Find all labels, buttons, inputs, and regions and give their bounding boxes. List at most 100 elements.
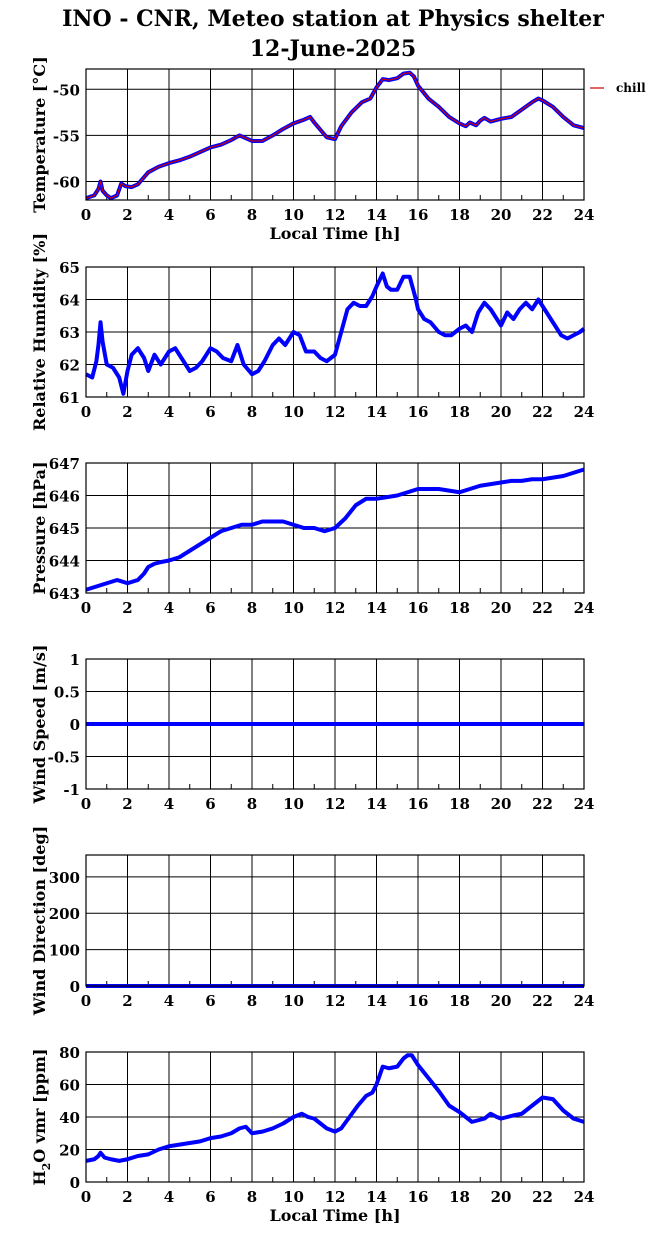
x-tick-label: 22 bbox=[532, 403, 553, 421]
x-tick-label: 10 bbox=[283, 795, 304, 813]
y-tick-label: 64 bbox=[59, 292, 80, 310]
x-tick-label: 4 bbox=[164, 1188, 174, 1206]
y-tick-label: 200 bbox=[49, 905, 80, 923]
x-tick-label: 8 bbox=[247, 795, 257, 813]
x-tick-label: 24 bbox=[574, 403, 595, 421]
y-axis-label: Wind Direction [deg] bbox=[30, 826, 49, 1017]
figure-title: INO - CNR, Meteo station at Physics shel… bbox=[62, 6, 604, 32]
x-tick-label: 0 bbox=[81, 1188, 91, 1206]
x-tick-label: 0 bbox=[81, 795, 91, 813]
x-tick-label: 6 bbox=[205, 1188, 215, 1206]
panel-1: 0 2 4 6 8 10 12 14 16 18 20 22 24-50-55-60Temperatur… bbox=[30, 56, 646, 243]
x-tick-label: 0 bbox=[81, 599, 91, 617]
x-tick-label: 10 bbox=[283, 403, 304, 421]
x-tick-label: 10 bbox=[283, 992, 304, 1010]
x-tick-label: 18 bbox=[449, 206, 470, 224]
panel-3: 0 2 4 6 8 10 12 14 16 18 20 22 24643644645646647Pres… bbox=[30, 455, 594, 617]
x-tick-label: 2 bbox=[122, 403, 132, 421]
y-axis-label: Wind Speed [m/s] bbox=[30, 645, 49, 805]
x-tick-label: 12 bbox=[325, 1188, 346, 1206]
x-tick-label: 14 bbox=[366, 1188, 387, 1206]
figure-date: 12-June-2025 bbox=[250, 36, 417, 62]
y-tick-label: 644 bbox=[49, 553, 80, 571]
series-line-chill bbox=[85, 72, 585, 199]
y-tick-label: 80 bbox=[59, 1044, 80, 1062]
x-tick-label: 8 bbox=[247, 206, 257, 224]
y-tick-label: 0 bbox=[70, 978, 80, 996]
series-line bbox=[85, 467, 585, 592]
x-tick-label: 24 bbox=[574, 599, 595, 617]
y-tick-label: 20 bbox=[59, 1142, 80, 1160]
plot-frame bbox=[85, 68, 585, 201]
x-tick-label: 18 bbox=[449, 1188, 470, 1206]
x-tick-label: 22 bbox=[532, 795, 553, 813]
x-tick-label: 12 bbox=[325, 599, 346, 617]
y-tick-label: 0.5 bbox=[54, 684, 80, 702]
x-tick-label: 4 bbox=[164, 206, 174, 224]
x-tick-label: 0 bbox=[81, 403, 91, 421]
series-line bbox=[85, 1053, 585, 1163]
x-tick-label: 0 bbox=[81, 206, 91, 224]
x-tick-label: 12 bbox=[325, 795, 346, 813]
x-tick-label: 16 bbox=[408, 206, 429, 224]
x-tick-label: 18 bbox=[449, 992, 470, 1010]
y-tick-label: 40 bbox=[59, 1109, 80, 1127]
x-tick-label: 2 bbox=[122, 795, 132, 813]
x-tick-label: 2 bbox=[122, 206, 132, 224]
x-tick-label: 8 bbox=[247, 599, 257, 617]
plot-frame bbox=[85, 462, 585, 594]
x-tick-label: 16 bbox=[408, 403, 429, 421]
y-tick-label: 62 bbox=[59, 357, 80, 375]
x-tick-label: 12 bbox=[325, 403, 346, 421]
y-tick-label: 61 bbox=[59, 389, 80, 407]
y-tick-label: -55 bbox=[53, 127, 80, 145]
x-tick-label: 6 bbox=[205, 992, 215, 1010]
x-tick-label: 18 bbox=[449, 403, 470, 421]
plot-frame bbox=[85, 658, 585, 790]
plot-frame bbox=[85, 854, 585, 987]
y-tick-label: -0.5 bbox=[48, 749, 80, 767]
y-axis-label: Temperature [°C] bbox=[30, 56, 49, 212]
x-tick-label: 4 bbox=[164, 795, 174, 813]
x-tick-label: 20 bbox=[491, 403, 512, 421]
x-tick-label: 20 bbox=[491, 206, 512, 224]
x-tick-label: 4 bbox=[164, 992, 174, 1010]
x-tick-label: 24 bbox=[574, 1188, 595, 1206]
y-axis-label: Relative Humidity [%] bbox=[30, 233, 49, 431]
x-tick-label: 6 bbox=[205, 795, 215, 813]
x-tick-label: 10 bbox=[283, 1188, 304, 1206]
x-tick-label: 6 bbox=[205, 206, 215, 224]
x-tick-label: 14 bbox=[366, 206, 387, 224]
y-tick-label: -1 bbox=[63, 781, 80, 799]
x-tick-label: 16 bbox=[408, 1188, 429, 1206]
x-tick-label: 10 bbox=[283, 599, 304, 617]
y-tick-label: -50 bbox=[53, 81, 80, 99]
x-tick-label: 12 bbox=[325, 206, 346, 224]
y-tick-label: -60 bbox=[53, 174, 80, 192]
x-tick-label: 14 bbox=[366, 992, 387, 1010]
x-tick-label: 22 bbox=[532, 206, 553, 224]
y-tick-label: 645 bbox=[49, 520, 80, 538]
y-axis-label: H2O vmr [ppm] bbox=[30, 1049, 53, 1186]
x-tick-label: 20 bbox=[491, 795, 512, 813]
x-tick-label: 10 bbox=[283, 206, 304, 224]
series-line bbox=[85, 271, 586, 396]
y-tick-label: 643 bbox=[49, 585, 80, 603]
x-tick-label: 24 bbox=[574, 992, 595, 1010]
x-tick-label: 2 bbox=[122, 599, 132, 617]
x-tick-label: 18 bbox=[449, 599, 470, 617]
y-tick-label: 60 bbox=[59, 1077, 80, 1095]
x-axis-label: Local Time [h] bbox=[269, 224, 400, 243]
x-tick-label: 6 bbox=[205, 403, 215, 421]
x-tick-label: 24 bbox=[574, 206, 595, 224]
x-tick-label: 8 bbox=[247, 1188, 257, 1206]
y-tick-label: 647 bbox=[49, 455, 80, 473]
y-axis-label: Pressure [hPa] bbox=[30, 461, 49, 594]
x-tick-label: 2 bbox=[122, 1188, 132, 1206]
x-tick-label: 14 bbox=[366, 403, 387, 421]
x-tick-label: 6 bbox=[205, 599, 215, 617]
